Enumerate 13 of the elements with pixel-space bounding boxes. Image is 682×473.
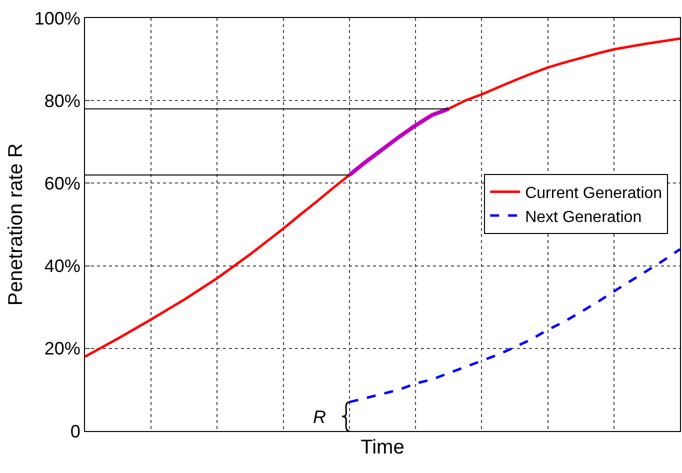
y-tick-label: 20%: [44, 338, 80, 359]
y-tick-label: 60%: [44, 174, 80, 194]
y-tick-label: 0: [70, 421, 80, 442]
x-axis-title: Time: [360, 436, 404, 458]
line-series: [348, 248, 680, 404]
y-tick-label: 80%: [44, 90, 80, 111]
y-tick-label: 40%: [44, 256, 80, 276]
annotation: R: [313, 407, 326, 427]
legend-label: Current Generation: [525, 184, 662, 202]
legend-label: Next Generation: [525, 208, 642, 226]
y-tick-label: 100%: [34, 8, 80, 28]
y-axis-title: Penetration rate R: [4, 143, 27, 306]
line-series: [347, 106, 451, 177]
